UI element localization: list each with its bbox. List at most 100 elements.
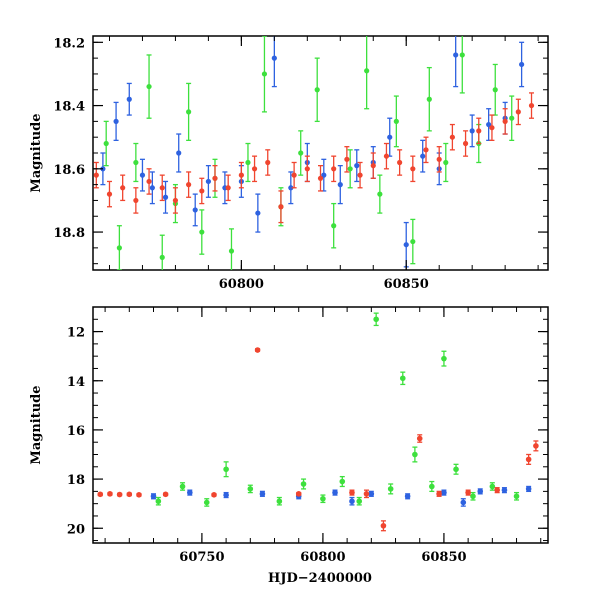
bottom-data-point bbox=[441, 489, 447, 496]
top-data-point bbox=[199, 188, 205, 194]
top-data-point bbox=[139, 172, 146, 178]
top-data-point bbox=[212, 175, 218, 181]
top-data-point bbox=[317, 175, 324, 181]
bottom-data-point bbox=[276, 498, 283, 505]
bottom-data-point bbox=[247, 486, 254, 492]
top-data-point bbox=[331, 223, 337, 229]
bottom-data-point bbox=[494, 487, 500, 493]
top-data-point bbox=[397, 159, 403, 166]
bottom-data-point bbox=[460, 499, 467, 506]
bottom-data-point bbox=[429, 483, 435, 490]
top-data-point bbox=[172, 197, 179, 204]
bottom-data-point bbox=[116, 491, 123, 498]
top-data-point bbox=[364, 68, 370, 74]
top-data-point bbox=[238, 172, 244, 178]
top-data-point bbox=[228, 248, 235, 254]
top-data-point bbox=[357, 172, 363, 178]
bottom-data-point bbox=[223, 492, 229, 498]
top-data-point bbox=[426, 96, 432, 102]
bottom-data-point bbox=[501, 487, 508, 493]
top-data-point bbox=[113, 118, 119, 124]
top-data-point bbox=[393, 118, 399, 124]
top-y-axis-label: Magnitude bbox=[29, 113, 44, 192]
top-data-point bbox=[186, 109, 192, 115]
bottom-data-point bbox=[399, 375, 406, 382]
bottom-data-point bbox=[107, 491, 113, 497]
bottom-panel-ticks: 60750 60800 60850 12 14 16 18 20 bbox=[67, 306, 548, 565]
top-data-point bbox=[304, 166, 310, 172]
top-data-point bbox=[469, 128, 475, 134]
bottom-data-point bbox=[489, 483, 496, 490]
bottom-data-point bbox=[356, 498, 363, 505]
bottom-data-point bbox=[470, 493, 476, 500]
top-data-point bbox=[205, 178, 211, 185]
top-data-point bbox=[133, 197, 139, 204]
top-y-tick-label: 18.6 bbox=[53, 163, 85, 178]
top-data-point bbox=[103, 140, 109, 147]
top-data-point bbox=[93, 172, 99, 178]
bottom-data-point bbox=[453, 466, 459, 473]
top-data-point bbox=[453, 52, 459, 58]
bottom-data-point bbox=[477, 488, 484, 495]
top-data-point bbox=[443, 159, 449, 166]
bottom-data-point bbox=[416, 435, 423, 442]
top-y-tick-label: 18.2 bbox=[53, 36, 85, 51]
top-data-point bbox=[383, 153, 390, 159]
bottom-x-tick-label: 60750 bbox=[179, 550, 224, 565]
bottom-y-axis-label: Magnitude bbox=[29, 385, 44, 464]
top-data-point bbox=[489, 125, 495, 131]
bottom-x-axis-label: HJD−2400000 bbox=[268, 571, 372, 586]
bottom-data-point bbox=[404, 493, 411, 500]
top-data-point bbox=[410, 166, 416, 172]
top-data-point bbox=[436, 156, 442, 162]
top-data-point bbox=[176, 150, 182, 156]
bottom-panel-marks bbox=[97, 312, 539, 532]
bottom-data-point bbox=[533, 443, 539, 449]
bottom-data-point bbox=[136, 492, 142, 498]
top-data-point bbox=[199, 229, 205, 235]
top-data-point bbox=[116, 245, 122, 251]
bottom-y-tick-label: 20 bbox=[67, 522, 85, 537]
top-data-point bbox=[106, 191, 113, 197]
top-panel-ticks: 60800 60850 18.2 18.4 18.6 18.8 bbox=[53, 36, 548, 292]
top-data-point bbox=[502, 118, 508, 124]
top-data-point bbox=[377, 191, 383, 197]
top-data-point bbox=[321, 172, 327, 178]
top-data-point bbox=[370, 163, 376, 169]
bottom-data-point bbox=[513, 493, 520, 500]
bottom-data-point bbox=[380, 522, 387, 529]
top-x-tick-label: 60850 bbox=[384, 277, 429, 292]
top-data-point bbox=[120, 185, 126, 191]
bottom-series-2 bbox=[97, 347, 539, 532]
top-data-point bbox=[528, 102, 535, 109]
bottom-data-point bbox=[368, 491, 375, 497]
bottom-data-point bbox=[259, 491, 266, 497]
bottom-data-point bbox=[126, 491, 133, 498]
bottom-panel: 60750 60800 60850 12 14 16 18 20 Magnitude HJD−… bbox=[29, 306, 549, 586]
top-data-point bbox=[146, 178, 152, 185]
top-data-point bbox=[449, 134, 455, 140]
bottom-data-point bbox=[436, 491, 442, 497]
top-data-point bbox=[146, 83, 152, 90]
bottom-data-point bbox=[254, 347, 261, 353]
bottom-panel-frame bbox=[92, 306, 549, 544]
top-data-point bbox=[126, 96, 132, 102]
top-data-point bbox=[133, 159, 139, 166]
top-data-point bbox=[149, 185, 155, 191]
bottom-data-point bbox=[373, 316, 379, 323]
bottom-data-point bbox=[295, 491, 302, 497]
top-data-point bbox=[192, 207, 198, 213]
bottom-y-tick-label: 18 bbox=[67, 473, 85, 488]
bottom-data-point bbox=[162, 491, 169, 498]
top-y-tick-label: 18.8 bbox=[53, 226, 85, 241]
bottom-data-point bbox=[349, 498, 355, 505]
top-series-2 bbox=[93, 92, 535, 224]
top-data-point bbox=[331, 166, 337, 172]
bottom-data-point bbox=[320, 495, 326, 502]
top-data-point bbox=[159, 254, 165, 260]
top-data-point bbox=[476, 128, 482, 134]
top-data-point bbox=[245, 159, 251, 166]
bottom-data-point bbox=[300, 481, 307, 487]
bottom-data-point bbox=[223, 466, 229, 473]
bottom-y-tick-label: 12 bbox=[67, 326, 85, 341]
